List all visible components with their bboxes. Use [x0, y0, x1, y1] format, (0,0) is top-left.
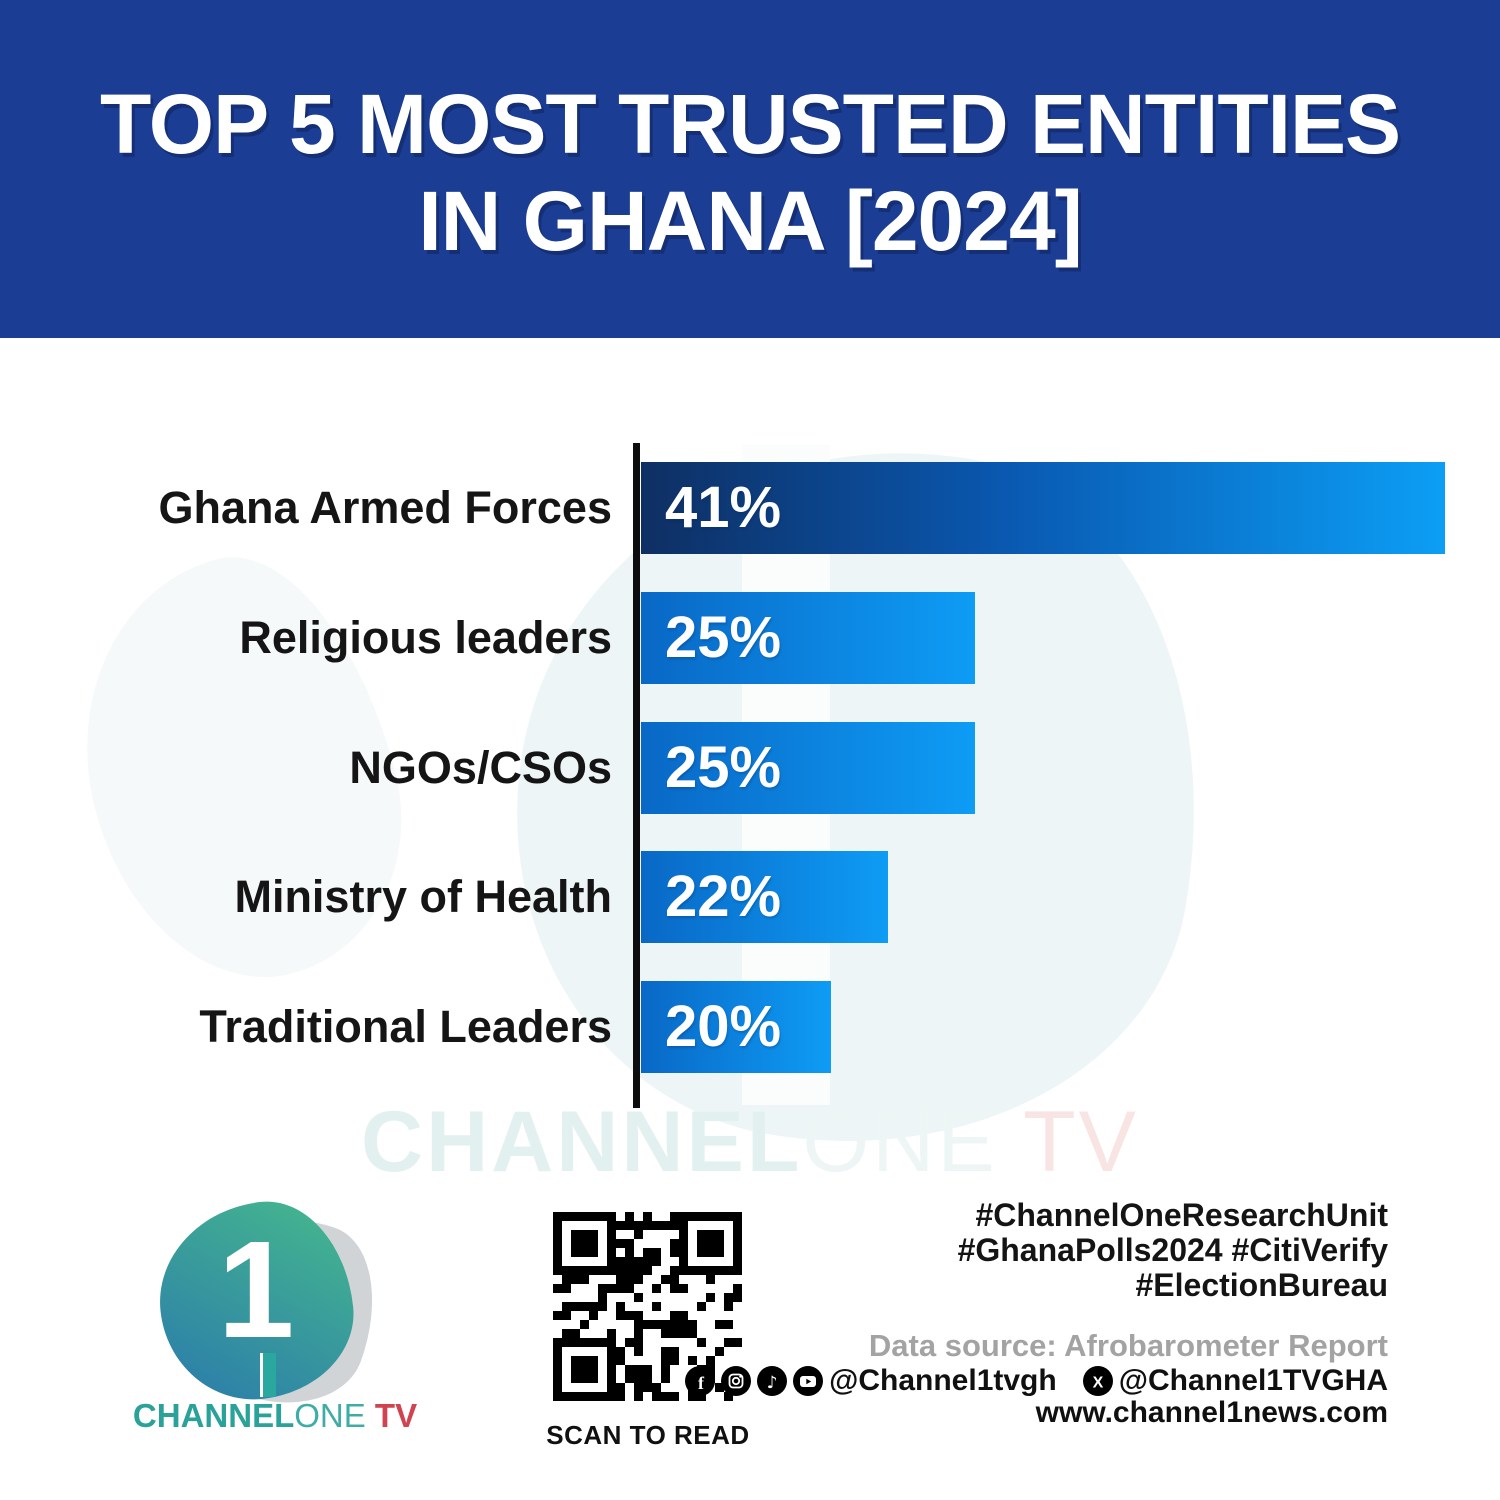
category-label: Religious leaders — [239, 612, 612, 663]
social-row: f ♪ @Channel1tvgh X @Channel1TVGHA — [685, 1364, 1388, 1398]
social-handle-main: @Channel1tvgh — [829, 1364, 1057, 1397]
title-line-2: IN GHANA [2024] — [418, 174, 1082, 268]
logo-numeral-stem — [260, 1353, 276, 1397]
data-source: Data source: Afrobarometer Report — [868, 1328, 1388, 1363]
category-label: Ghana Armed Forces — [158, 482, 612, 533]
svg-text:f: f — [698, 1373, 705, 1393]
header-banner: TOP 5 MOST TRUSTED ENTITIES IN GHANA [20… — [0, 0, 1500, 338]
wordmark-one: ONE — [294, 1397, 366, 1434]
bar-value-label: 25% — [665, 605, 782, 670]
bar-value-label: 20% — [665, 994, 782, 1059]
watermark-channel: CHANNEL — [360, 1094, 803, 1190]
tiktok-icon: ♪ — [757, 1366, 788, 1396]
category-label: NGOs/CSOs — [349, 742, 612, 793]
bar-value-label: 41% — [665, 475, 782, 540]
svg-text:♪: ♪ — [767, 1373, 778, 1393]
instagram-icon — [721, 1366, 752, 1396]
chart-axis-line — [633, 443, 640, 1108]
qr-caption: SCAN TO READ — [546, 1420, 750, 1450]
svg-text:X: X — [1092, 1375, 1103, 1392]
bar-value-label: 25% — [665, 735, 782, 800]
watermark-wordmark: CHANNELONE TV — [0, 1093, 1500, 1192]
logo-numeral-one: 1 — [217, 1213, 295, 1367]
hashtag-line-3: #ElectionBureau — [1135, 1267, 1388, 1303]
channel-one-logo: 1 — [150, 1189, 401, 1445]
bar-ngos-csos: 25% — [641, 722, 975, 814]
website-url: www.channel1news.com — [1035, 1396, 1388, 1429]
youtube-icon — [793, 1366, 824, 1396]
page-title: TOP 5 MOST TRUSTED ENTITIES IN GHANA [20… — [0, 0, 1500, 270]
wordmark-tv: TV — [365, 1397, 418, 1434]
facebook-icon: f — [685, 1366, 716, 1396]
watermark-tv: TV — [997, 1094, 1140, 1190]
watermark-one: ONE — [802, 1094, 998, 1190]
category-label: Traditional Leaders — [199, 1001, 612, 1052]
bar-value-label: 22% — [665, 864, 782, 929]
logo-wordmark: CHANNELONE TV — [120, 1397, 430, 1435]
bar-traditional-leaders: 20% — [641, 981, 831, 1073]
bar-religious-leaders: 25% — [641, 592, 975, 684]
bar-ministry-of-health: 22% — [641, 851, 888, 943]
title-line-1: TOP 5 MOST TRUSTED ENTITIES — [99, 77, 1401, 171]
hashtag-line-2: #GhanaPolls2024 #CitiVerify — [957, 1232, 1388, 1268]
wordmark-channel: CHANNEL — [132, 1397, 295, 1434]
bar-ghana-armed-forces: 41% — [641, 462, 1445, 554]
social-handle-x: @Channel1TVGHA — [1118, 1364, 1388, 1397]
category-label: Ministry of Health — [234, 871, 612, 922]
x-icon: X — [1082, 1366, 1113, 1396]
hashtag-line-1: #ChannelOneResearchUnit — [975, 1197, 1388, 1233]
qr-code — [553, 1212, 742, 1401]
hashtags-block: #ChannelOneResearchUnit #GhanaPolls2024 … — [958, 1198, 1388, 1303]
